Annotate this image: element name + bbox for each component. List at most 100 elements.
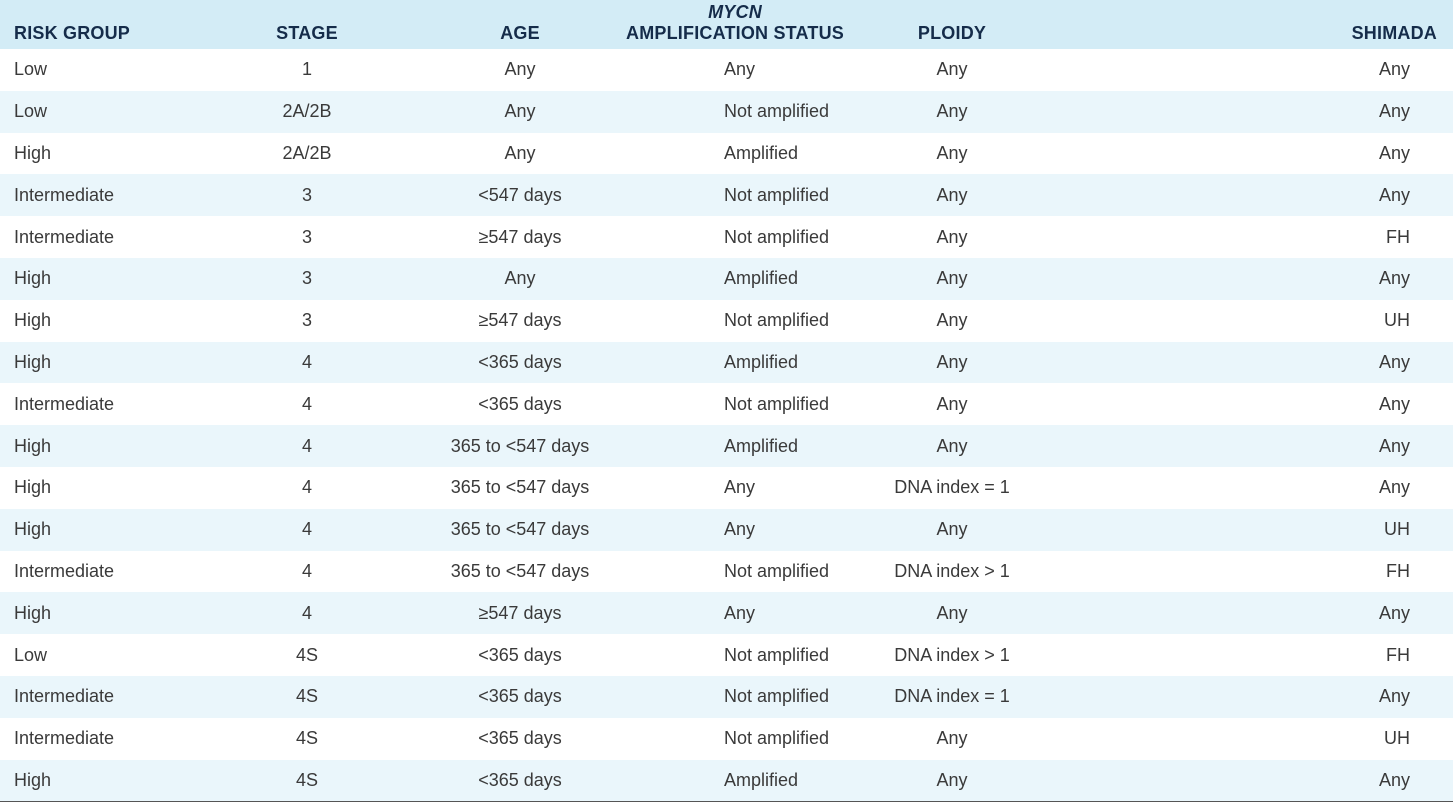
cell-risk-group: Intermediate (14, 226, 115, 247)
cell-mycn-status: Any (724, 477, 756, 498)
cell-age: <365 days (478, 644, 562, 665)
cell-shimada: UH (1384, 519, 1410, 540)
cell-mycn-status: Amplified (724, 268, 799, 289)
cell-stage: 3 (301, 268, 312, 289)
cell-risk-group: High (14, 268, 52, 289)
table-row: Intermediate 4S <365 days Not amplified Any U… (0, 717, 1453, 760)
cell-risk-group: Intermediate (14, 560, 115, 581)
cell-shimada: Any (1378, 351, 1410, 372)
cell-risk-group: Intermediate (14, 393, 115, 414)
cell-shimada: Any (1378, 477, 1410, 498)
cell-ploidy: Any (936, 519, 968, 540)
table-row: High 4 365 to <547 days Any DNA index = 1 Any (0, 466, 1453, 509)
cell-stage: 2A/2B (282, 101, 332, 122)
table-row: High 2A/2B Any Amplified Any Any (0, 132, 1453, 175)
cell-risk-group: High (0, 759, 198, 802)
cell-shimada: Any (1378, 435, 1410, 456)
cell-stage: 1 (301, 59, 312, 80)
header-age: AGE (500, 23, 540, 43)
cell-stage: 4S (295, 686, 319, 707)
table-row: Intermediate 4S <365 days Not amplified DNA … (0, 675, 1453, 718)
table-row: Low 4S <365 days Not amplified DNA index > 1… (0, 634, 1453, 676)
cell-mycn-status: Any (724, 59, 756, 80)
cell-stage: 4 (301, 560, 312, 581)
cell-age: ≥547 days (478, 602, 562, 623)
cell-risk-group: Intermediate (14, 184, 115, 205)
table-row: Low 2A/2B Any Not amplified Any Any (0, 90, 1453, 133)
cell-mycn-status: Not amplified (724, 728, 830, 749)
cell-mycn-status: Amplified (724, 142, 799, 163)
cell-stage: 4S (295, 728, 319, 749)
cell-ploidy: Any (936, 268, 968, 289)
header-ploidy: PLOIDY (917, 23, 987, 43)
cell-risk-group: Low (14, 101, 48, 122)
cell-ploidy: DNA index = 1 (894, 686, 1010, 707)
header-mycn-amplification-status: MYCN AMPLIFICATION STATUS (624, 0, 846, 49)
cell-shimada: FH (1386, 644, 1410, 665)
table-header-row: RISK GROUP STAGE AGE MYCN AMPLIFICATION … (0, 0, 1453, 49)
cell-age: 365 to <547 days (450, 519, 590, 540)
cell-ploidy: Any (936, 59, 968, 80)
cell-risk-group: Intermediate (14, 728, 115, 749)
cell-age: 365 to <547 days (450, 560, 590, 581)
table-row: High 4 365 to <547 days Any Any UH (0, 508, 1453, 551)
cell-shimada: Any (1378, 184, 1410, 205)
cell-mycn-status: Amplified (724, 435, 799, 456)
table-row: High 3 Any Amplified Any Any (0, 257, 1453, 300)
cell-age: <365 days (416, 759, 624, 802)
cell-stage: 4 (301, 477, 312, 498)
cell-shimada: UH (1384, 728, 1410, 749)
cell-age: ≥547 days (478, 310, 562, 331)
table-row: High 4 ≥547 days Any Any Any (0, 592, 1453, 635)
table-row: High 4S <365 days Amplified Any Any (0, 759, 1453, 802)
table-row: Low 1 Any Any Any Any (0, 49, 1453, 91)
cell-shimada: UH (1384, 310, 1410, 331)
cell-mycn-status: Not amplified (724, 686, 830, 707)
header-risk-group: RISK GROUP (14, 23, 131, 43)
cell-age: 365 to <547 days (450, 477, 590, 498)
cell-mycn-status: Not amplified (724, 310, 830, 331)
cell-risk-group: High (14, 602, 52, 623)
cell-ploidy: DNA index > 1 (894, 560, 1010, 581)
cell-risk-group: High (14, 351, 52, 372)
cell-shimada: Any (1378, 602, 1410, 623)
cell-ploidy: Any (936, 310, 968, 331)
header-mycn-gene: MYCN (708, 2, 762, 22)
cell-mycn-status: Not amplified (724, 101, 830, 122)
cell-ploidy: Any (936, 393, 968, 414)
cell-ploidy: Any (846, 759, 1058, 802)
cell-mycn-status: Any (724, 519, 756, 540)
cell-ploidy: Any (936, 101, 968, 122)
cell-ploidy: Any (936, 142, 968, 163)
table-row: High 4 365 to <547 days Amplified Any Any (0, 425, 1453, 467)
cell-stage: 4 (301, 602, 312, 623)
cell-stage: 4S (198, 759, 416, 802)
cell-age: <365 days (478, 393, 562, 414)
table-row: Intermediate 3 <547 days Not amplified Any An… (0, 174, 1453, 217)
cell-stage: 3 (301, 310, 312, 331)
header-amplification-status: AMPLIFICATION STATUS (626, 23, 844, 43)
cell-age: <365 days (478, 351, 562, 372)
table-row: Intermediate 3 ≥547 days Not amplified Any FH (0, 216, 1453, 258)
cell-age: <365 days (478, 686, 562, 707)
table-row: Intermediate 4 <365 days Not amplified Any An… (0, 383, 1453, 426)
cell-mycn-status: Amplified (624, 759, 846, 802)
cell-shimada: Any (1378, 686, 1410, 707)
header-stage: STAGE (276, 23, 338, 43)
cell-ploidy: DNA index = 1 (894, 477, 1010, 498)
cell-ploidy: Any (936, 728, 968, 749)
cell-stage: 3 (301, 226, 312, 247)
cell-age: Any (504, 142, 536, 163)
cell-stage: 4 (301, 393, 312, 414)
table-body: Low 1 Any Any Any Any Low 2A/2B Any Not amplified… (0, 49, 1453, 802)
table-row: Intermediate 4 365 to <547 days Not amplifi… (0, 550, 1453, 593)
cell-age: <547 days (478, 184, 562, 205)
cell-shimada: FH (1386, 226, 1410, 247)
cell-shimada: Any (1378, 142, 1410, 163)
cell-risk-group: High (14, 142, 52, 163)
cell-ploidy: Any (936, 435, 968, 456)
cell-stage: 4 (301, 435, 312, 456)
cell-stage: 4S (295, 644, 319, 665)
